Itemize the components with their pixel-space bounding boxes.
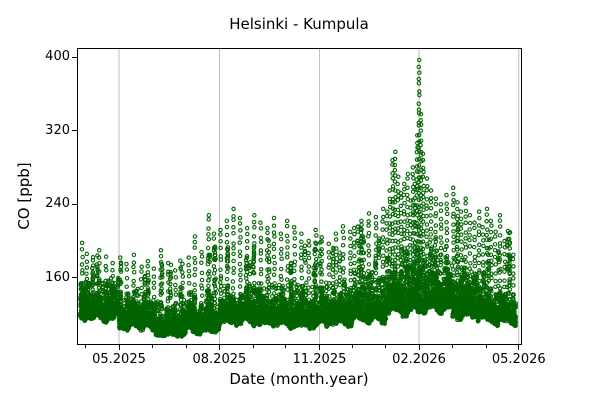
x-tick-minor bbox=[252, 345, 254, 348]
x-tick-label: 05.2026 bbox=[491, 352, 546, 367]
x-tick-minor bbox=[352, 345, 354, 348]
y-tick bbox=[72, 277, 77, 279]
x-tick-minor bbox=[84, 345, 86, 348]
y-tick bbox=[72, 203, 77, 205]
x-axis-label: Date (month.year) bbox=[229, 370, 369, 388]
x-tick-label: 08.2025 bbox=[192, 352, 247, 367]
x-tick-major bbox=[319, 345, 320, 350]
x-tick-minor bbox=[285, 345, 287, 348]
x-tick-major bbox=[418, 345, 420, 350]
x-tick-major bbox=[118, 345, 120, 350]
y-tick-label: 400 bbox=[45, 49, 70, 65]
x-tick-major bbox=[518, 345, 520, 350]
x-tick-minor bbox=[185, 345, 187, 348]
x-tick-label: 05.2025 bbox=[92, 352, 146, 367]
x-tick-minor bbox=[485, 345, 487, 348]
x-tick-label: 11.2025 bbox=[292, 352, 347, 367]
x-tick-minor bbox=[385, 345, 387, 348]
y-tick-label: 320 bbox=[45, 122, 70, 138]
x-tick-minor bbox=[151, 345, 153, 348]
y-tick bbox=[72, 130, 77, 132]
y-tick-label: 160 bbox=[45, 269, 70, 285]
y-tick bbox=[72, 56, 77, 58]
x-tick-minor bbox=[451, 345, 453, 348]
x-tick-label: 02.2026 bbox=[392, 352, 446, 367]
y-tick-label: 240 bbox=[45, 196, 70, 212]
plot-area-border bbox=[77, 48, 522, 345]
x-tick-major bbox=[218, 345, 220, 350]
chart-title: Helsinki - Kumpula bbox=[229, 15, 369, 33]
